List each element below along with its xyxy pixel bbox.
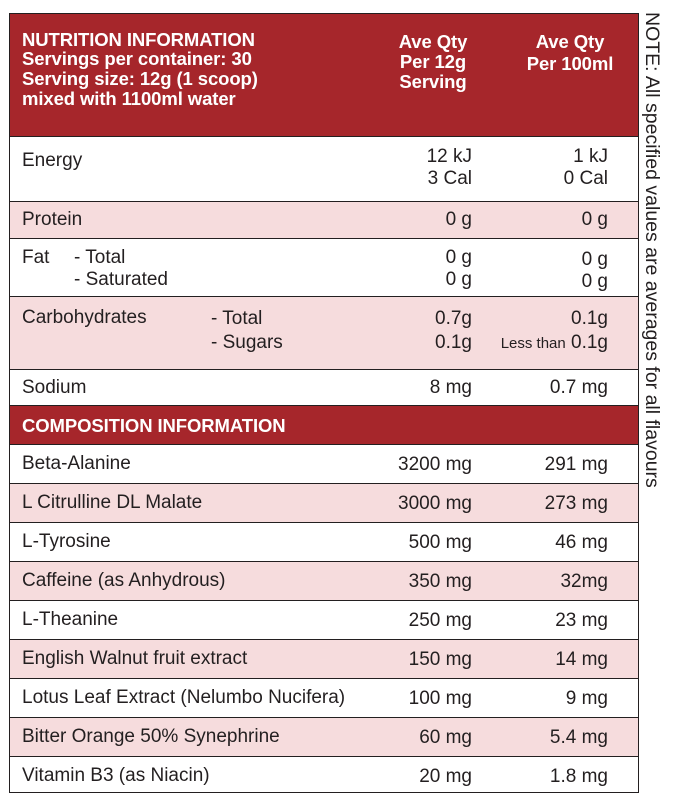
- ingredient-per-serve: 60 mg: [419, 727, 472, 748]
- ingredient-per-100ml: 23 mg: [555, 610, 608, 631]
- carbohydrates-per100-total: 0.1g: [571, 308, 608, 329]
- fat-row: Fat - Total - Saturated 0 g 0 g 0 g 0 g: [10, 238, 638, 296]
- protein-row: Protein 0 g 0 g: [10, 201, 638, 238]
- ingredient-per-serve: 350 mg: [408, 571, 472, 592]
- carbohydrates-label: Carbohydrates: [22, 307, 147, 328]
- fat-label: Fat: [22, 247, 50, 268]
- sodium-serve: 8 mg: [429, 377, 472, 398]
- averages-note-text: NOTE: All specified values are averages …: [641, 12, 663, 488]
- averages-note: NOTE: All specified values are averages …: [641, 12, 683, 792]
- ingredient-per-serve: 100 mg: [408, 688, 472, 709]
- nutrition-header: NUTRITION INFORMATION Servings per conta…: [10, 14, 638, 136]
- fat-serve-saturated: 0 g: [445, 269, 472, 290]
- header-servings: Servings per container: 30: [22, 48, 252, 69]
- energy-label: Energy: [22, 150, 83, 171]
- ingredient-per-serve: 150 mg: [408, 649, 472, 670]
- composition-row: L Citrulline DL Malate 3000 mg 273 mg: [10, 483, 638, 522]
- composition-row: Beta-Alanine 3200 mg 291 mg: [10, 444, 638, 483]
- ingredient-per-100ml: 46 mg: [555, 532, 608, 553]
- composition-header: COMPOSITION INFORMATION: [10, 405, 638, 444]
- ingredient-name: L-Theanine: [22, 609, 119, 630]
- col1-header-line3: Serving: [399, 71, 467, 92]
- ingredient-per-100ml: 291 mg: [544, 454, 608, 475]
- ingredient-per-serve: 3200 mg: [398, 454, 472, 475]
- ingredient-per-serve: 20 mg: [419, 766, 472, 787]
- ingredient-per-serve: 500 mg: [408, 532, 472, 553]
- energy-row: Energy 12 kJ 3 Cal 1 kJ 0 Cal: [10, 136, 638, 201]
- sodium-row: Sodium 8 mg 0.7 mg: [10, 369, 638, 405]
- ingredient-name: L-Tyrosine: [22, 531, 111, 552]
- fat-per100-saturated: 0 g: [581, 271, 608, 292]
- sodium-per100: 0.7 mg: [549, 377, 608, 398]
- composition-row: English Walnut fruit extract 150 mg 14 mg: [10, 639, 638, 678]
- protein-serve: 0 g: [445, 209, 472, 230]
- composition-title: COMPOSITION INFORMATION: [22, 415, 286, 436]
- ingredient-name: L Citrulline DL Malate: [22, 492, 203, 513]
- sodium-label: Sodium: [22, 377, 87, 398]
- less-than-prefix: Less than: [500, 335, 566, 352]
- composition-row: Caffeine (as Anhydrous) 350 mg 32mg: [10, 561, 638, 600]
- header-serving-size: Serving size: 12g (1 scoop): [22, 68, 258, 89]
- carbohydrates-serve-sugars: 0.1g: [435, 332, 472, 353]
- header-mixed-with: mixed with 1100ml water: [22, 88, 236, 109]
- carbohydrates-sugars-label: - Sugars: [211, 332, 283, 353]
- protein-per100: 0 g: [581, 209, 608, 230]
- ingredient-per-100ml: 273 mg: [544, 493, 608, 514]
- ingredient-name: English Walnut fruit extract: [22, 648, 248, 669]
- ingredient-per-100ml: 5.4 mg: [549, 727, 608, 748]
- ingredient-name: Lotus Leaf Extract (Nelumbo Nucifera): [22, 687, 346, 708]
- composition-row: Bitter Orange 50% Synephrine 60 mg 5.4 mg: [10, 717, 638, 756]
- protein-label: Protein: [22, 209, 83, 230]
- energy-per100-kj: 1 kJ: [573, 146, 608, 167]
- carbohydrates-total-label: - Total: [211, 308, 263, 329]
- col1-header-line2: Per 12g: [399, 51, 467, 72]
- col1-header-line1: Ave Qty: [398, 31, 468, 52]
- carbohydrates-per100-sugars-value: 0.1g: [571, 332, 608, 353]
- col2-header-line1: Ave Qty: [535, 31, 605, 52]
- carbohydrates-per100-sugars: Less than 0.1g: [450, 331, 608, 355]
- composition-row: L-Theanine 250 mg 23 mg: [10, 600, 638, 639]
- ingredient-per-100ml: 32mg: [560, 571, 608, 592]
- ingredient-per-100ml: 9 mg: [565, 688, 608, 709]
- ingredient-name: Caffeine (as Anhydrous): [22, 570, 226, 591]
- carbohydrates-row: Carbohydrates - Total - Sugars 0.7g 0.1g…: [10, 296, 638, 369]
- nutrition-panel: NUTRITION INFORMATION Servings per conta…: [9, 13, 639, 793]
- col2-header-line2: Per 100ml: [526, 53, 614, 74]
- composition-row: Vitamin B3 (as Niacin) 20 mg 1.8 mg: [10, 756, 638, 791]
- energy-serve-kj: 12 kJ: [426, 146, 472, 167]
- energy-serve-cal: 3 Cal: [427, 168, 472, 189]
- carbohydrates-serve-total: 0.7g: [435, 308, 472, 329]
- fat-per100-total: 0 g: [581, 249, 608, 270]
- ingredient-per-100ml: 14 mg: [555, 649, 608, 670]
- fat-serve-total: 0 g: [445, 247, 472, 268]
- fat-total-label: - Total: [74, 247, 126, 268]
- ingredient-name: Beta-Alanine: [22, 453, 131, 474]
- ingredient-name: Bitter Orange 50% Synephrine: [22, 726, 280, 747]
- ingredient-per-serve: 3000 mg: [398, 493, 472, 514]
- composition-row: Lotus Leaf Extract (Nelumbo Nucifera) 100…: [10, 678, 638, 717]
- energy-per100-cal: 0 Cal: [563, 168, 608, 189]
- ingredient-per-serve: 250 mg: [408, 610, 472, 631]
- fat-saturated-label: - Saturated: [74, 269, 168, 290]
- composition-row: L-Tyrosine 500 mg 46 mg: [10, 522, 638, 561]
- ingredient-name: Vitamin B3 (as Niacin): [22, 765, 210, 786]
- header-title: NUTRITION INFORMATION: [22, 29, 255, 50]
- ingredient-per-100ml: 1.8 mg: [549, 766, 608, 787]
